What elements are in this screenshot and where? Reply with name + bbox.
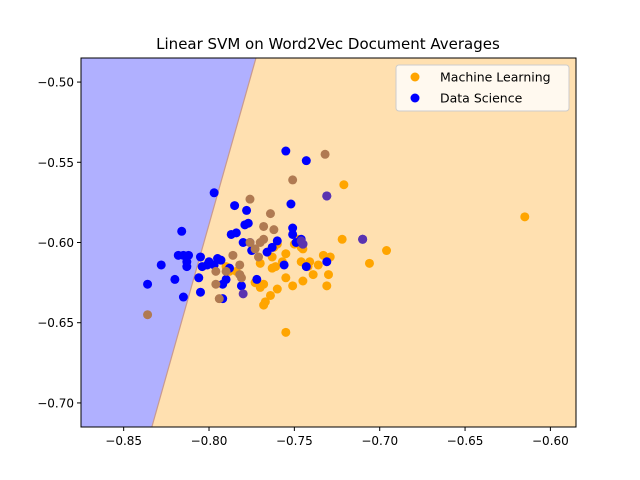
point-data-science: [221, 274, 231, 284]
point-machine-learning: [324, 270, 333, 280]
point-data-science: [281, 146, 291, 156]
point-data-science: [272, 236, 282, 246]
point-data-science: [238, 238, 248, 247]
point-machine-learning: [259, 300, 269, 310]
point-overlap: [298, 239, 308, 249]
point-data-science: [184, 250, 194, 260]
point-overlap: [221, 266, 231, 276]
point-overlap: [259, 221, 269, 231]
point-data-science: [195, 252, 205, 262]
point-machine-learning: [281, 249, 291, 259]
point-overlap: [269, 225, 279, 235]
point-data-science: [194, 273, 204, 283]
point-machine-learning: [272, 284, 282, 294]
x-tick-label: −0.70: [361, 434, 398, 448]
point-data-science: [252, 274, 262, 284]
y-tick-label: −0.65: [37, 316, 74, 330]
point-data-science: [156, 260, 166, 270]
point-data-science: [301, 262, 311, 272]
point-overlap: [322, 191, 332, 201]
point-data-science: [267, 242, 277, 252]
y-tick-label: −0.50: [37, 76, 74, 90]
point-data-science: [279, 260, 289, 270]
point-machine-learning: [308, 270, 318, 280]
legend: Machine Learning Data Science: [395, 64, 570, 112]
point-machine-learning: [288, 281, 298, 291]
x-axis: −0.85 −0.80 −0.75 −0.70 −0.65 −0.60: [105, 427, 569, 448]
point-data-science: [286, 199, 296, 209]
point-overlap: [228, 250, 238, 260]
chart-title: Linear SVM on Word2Vec Document Averages: [156, 35, 500, 53]
y-tick-label: −0.60: [37, 236, 74, 250]
point-overlap: [245, 238, 255, 247]
point-overlap: [214, 294, 224, 304]
point-overlap: [143, 310, 153, 320]
point-overlap: [238, 289, 248, 299]
point-machine-learning: [313, 260, 323, 270]
x-tick-label: −0.80: [191, 434, 228, 448]
point-overlap: [265, 209, 275, 219]
point-machine-learning: [255, 282, 265, 292]
point-data-science: [182, 262, 192, 272]
point-data-science: [231, 228, 241, 238]
point-machine-learning: [520, 212, 530, 222]
point-data-science: [242, 205, 252, 215]
point-machine-learning: [339, 180, 349, 190]
x-tick-label: −0.65: [447, 434, 484, 448]
point-data-science: [209, 188, 219, 198]
point-data-science: [143, 279, 153, 289]
point-data-science: [322, 257, 332, 267]
point-overlap: [358, 234, 368, 244]
point-machine-learning: [298, 276, 308, 286]
y-tick-label: −0.70: [37, 396, 74, 410]
point-machine-learning: [364, 258, 374, 268]
point-machine-learning: [322, 281, 332, 291]
legend-box: [395, 64, 570, 112]
point-overlap: [245, 194, 255, 204]
data-points: [143, 146, 530, 337]
legend-marker: [410, 93, 420, 103]
point-data-science: [288, 223, 298, 233]
x-tick-label: −0.75: [276, 434, 313, 448]
point-data-science: [288, 229, 298, 239]
point-data-science: [216, 255, 226, 265]
point-overlap: [250, 244, 260, 254]
point-machine-learning: [382, 246, 392, 256]
legend-label: Machine Learning: [440, 70, 551, 85]
point-data-science: [170, 274, 180, 284]
point-machine-learning: [337, 234, 347, 244]
x-tick-label: −0.60: [532, 434, 569, 448]
point-overlap: [211, 279, 221, 289]
point-machine-learning: [281, 273, 291, 283]
point-data-science: [195, 287, 205, 297]
point-overlap: [320, 149, 330, 159]
point-overlap: [211, 266, 221, 276]
legend-marker: [410, 72, 420, 82]
point-data-science: [177, 226, 187, 236]
decision-regions: [81, 58, 576, 427]
point-data-science: [178, 292, 188, 302]
point-machine-learning: [267, 263, 277, 273]
y-axis: −0.50 −0.55 −0.60 −0.65 −0.70: [37, 76, 81, 410]
point-machine-learning: [265, 290, 275, 300]
point-overlap: [254, 252, 264, 262]
point-machine-learning: [281, 327, 291, 337]
point-overlap: [236, 273, 246, 283]
point-data-science: [243, 218, 253, 228]
x-tick-label: −0.85: [105, 434, 142, 448]
point-overlap: [259, 234, 269, 244]
point-data-science: [236, 281, 246, 291]
region-data-science: [81, 58, 256, 427]
y-tick-label: −0.55: [37, 156, 74, 170]
point-data-science: [230, 201, 240, 211]
point-overlap: [288, 175, 298, 185]
decision-boundary-line: [151, 58, 257, 427]
legend-label: Data Science: [440, 91, 523, 106]
point-data-science: [301, 156, 311, 166]
point-overlap: [235, 260, 245, 270]
